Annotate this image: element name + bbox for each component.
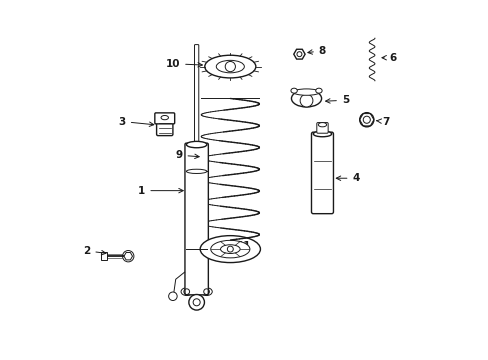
- Ellipse shape: [204, 55, 255, 78]
- Ellipse shape: [315, 88, 322, 93]
- Circle shape: [188, 294, 204, 310]
- Circle shape: [225, 62, 235, 72]
- Text: 3: 3: [119, 117, 154, 126]
- Ellipse shape: [290, 88, 297, 93]
- Ellipse shape: [293, 89, 319, 95]
- FancyBboxPatch shape: [311, 132, 333, 214]
- Ellipse shape: [186, 141, 206, 148]
- Text: 9: 9: [175, 150, 199, 160]
- Text: 7: 7: [376, 117, 389, 126]
- Text: 8: 8: [307, 46, 325, 56]
- Ellipse shape: [181, 288, 192, 296]
- Circle shape: [227, 246, 233, 252]
- FancyBboxPatch shape: [101, 252, 106, 260]
- FancyBboxPatch shape: [155, 113, 174, 124]
- Text: 6: 6: [381, 53, 396, 63]
- FancyBboxPatch shape: [156, 117, 173, 136]
- FancyBboxPatch shape: [194, 45, 198, 145]
- Circle shape: [359, 113, 373, 127]
- Ellipse shape: [161, 116, 168, 120]
- Text: 1: 1: [138, 186, 183, 195]
- Ellipse shape: [291, 90, 321, 107]
- Ellipse shape: [186, 169, 206, 174]
- Ellipse shape: [201, 288, 212, 296]
- Text: 10: 10: [165, 59, 202, 69]
- Text: 4: 4: [336, 173, 359, 183]
- Text: 5: 5: [325, 95, 348, 105]
- Ellipse shape: [313, 131, 331, 137]
- FancyBboxPatch shape: [316, 123, 327, 133]
- Text: 2: 2: [83, 246, 106, 256]
- FancyBboxPatch shape: [184, 143, 208, 295]
- Ellipse shape: [216, 60, 244, 73]
- Ellipse shape: [200, 236, 260, 262]
- Ellipse shape: [220, 245, 240, 253]
- Text: 11: 11: [231, 240, 251, 251]
- Circle shape: [300, 94, 312, 107]
- Ellipse shape: [210, 240, 249, 258]
- Ellipse shape: [318, 123, 326, 127]
